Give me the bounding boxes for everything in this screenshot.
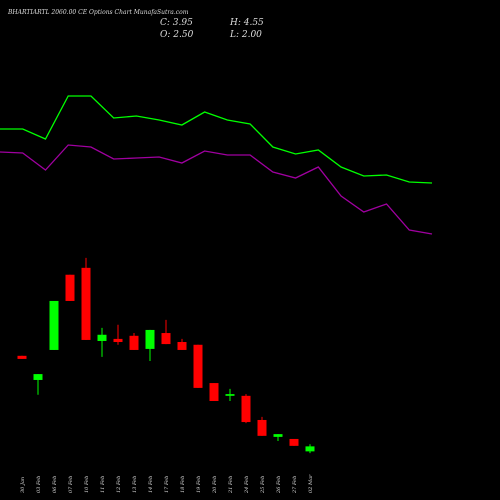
x-tick-label: 21 Feb: [228, 476, 234, 494]
candle-body: [257, 419, 267, 436]
candle-body: [193, 344, 203, 388]
candle-body: [129, 335, 139, 350]
candle-body: [241, 395, 251, 423]
candle-body: [33, 374, 43, 380]
candle-body: [289, 438, 299, 446]
high-info: H: 4.55: [229, 18, 264, 28]
candle-body: [81, 267, 91, 340]
x-tick-label: 30 Jan: [20, 477, 26, 493]
candle-body: [273, 434, 283, 437]
candle-body: [97, 334, 107, 341]
x-tick-label: 10 Feb: [84, 476, 90, 493]
candle-body: [305, 446, 315, 452]
x-tick-label: 19 Feb: [196, 476, 202, 493]
candle-body: [209, 383, 219, 402]
candle-body: [17, 355, 27, 359]
candle-body: [161, 333, 171, 345]
line-series: [0, 95, 433, 184]
x-tick-label: 26 Feb: [276, 476, 282, 494]
x-tick-label: 14 Feb: [148, 476, 154, 493]
chart-title: BHARTIARTL 2060.00 CE Options Chart Muna…: [7, 9, 189, 16]
candle-body: [177, 342, 187, 350]
x-tick-label: 17 Feb: [164, 476, 170, 493]
line-series: [0, 144, 433, 235]
candle-body: [113, 338, 123, 343]
x-tick-label: 07 Feb: [68, 476, 74, 493]
low-info: L: 2.00: [229, 30, 262, 40]
x-tick-label: 27 Feb: [292, 476, 298, 494]
candle-body: [225, 394, 235, 396]
candle-body: [49, 300, 59, 350]
x-tick-label: 12 Feb: [116, 476, 122, 493]
candle-body: [145, 329, 155, 349]
open-info: O: 2.50: [160, 30, 194, 40]
x-tick-label: 03 Feb: [36, 476, 42, 493]
x-tick-label: 20 Feb: [212, 476, 218, 494]
x-tick-label: 18 Feb: [180, 476, 186, 493]
close-info: C: 3.95: [160, 18, 193, 28]
x-tick-label: 24 Feb: [244, 476, 250, 494]
x-tick-label: 06 Feb: [52, 476, 58, 493]
x-tick-label: 13 Feb: [132, 476, 138, 493]
x-tick-label: 11 Feb: [100, 476, 106, 493]
candle-body: [65, 274, 75, 301]
x-tick-label: 25 Feb: [260, 476, 266, 494]
x-tick-label: 02 Mar: [308, 474, 314, 493]
